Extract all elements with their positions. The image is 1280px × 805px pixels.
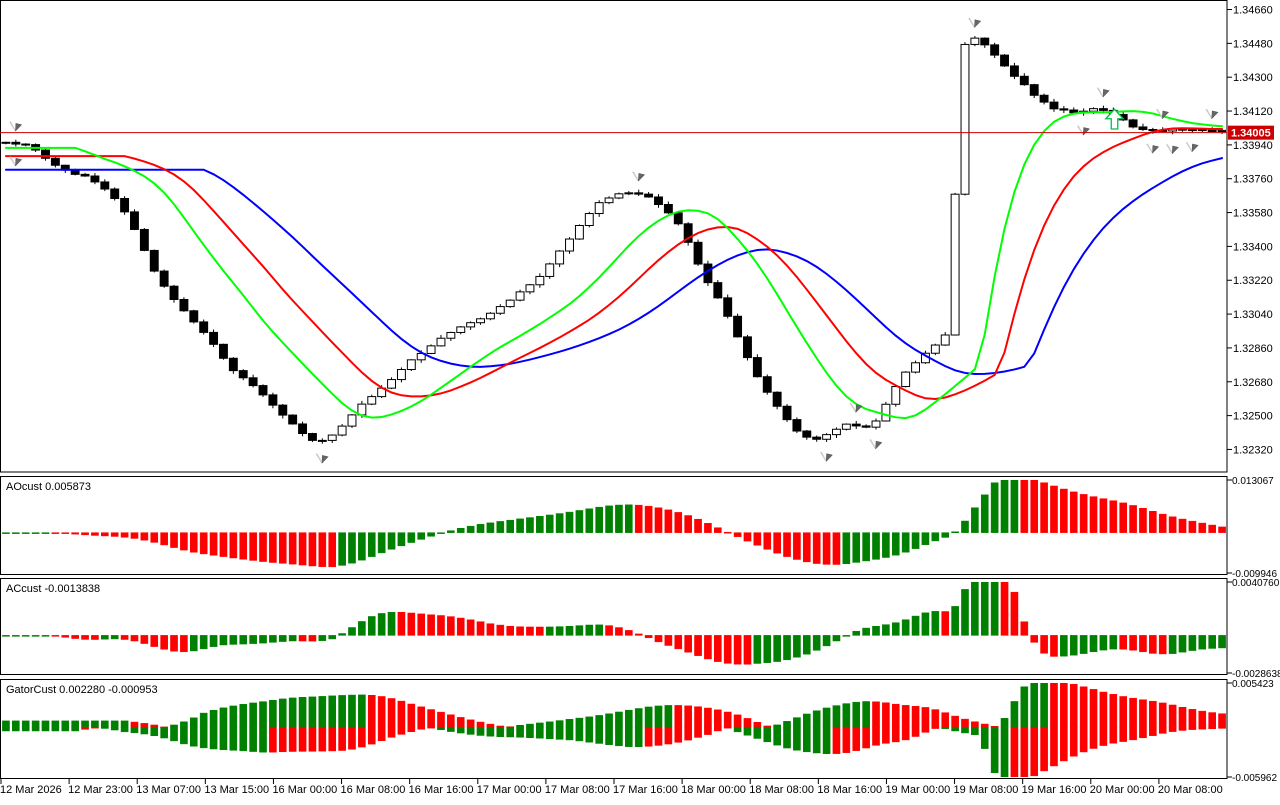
svg-text:1.32680: 1.32680 <box>1233 377 1273 389</box>
svg-text:17 Mar 16:00: 17 Mar 16:00 <box>613 784 678 796</box>
svg-text:13 Mar 07:00: 13 Mar 07:00 <box>136 784 201 796</box>
svg-text:13 Mar 15:00: 13 Mar 15:00 <box>204 784 269 796</box>
svg-text:1.33220: 1.33220 <box>1233 275 1273 287</box>
svg-text:1.33940: 1.33940 <box>1233 140 1273 152</box>
svg-text:19 Mar 00:00: 19 Mar 00:00 <box>885 784 950 796</box>
svg-text:0.0040760: 0.0040760 <box>1232 578 1280 589</box>
svg-text:-0.005962: -0.005962 <box>1232 773 1277 784</box>
svg-text:0.013067: 0.013067 <box>1232 476 1274 487</box>
svg-text:19 Mar 16:00: 19 Mar 16:00 <box>1022 784 1087 796</box>
svg-text:1.34300: 1.34300 <box>1233 72 1273 84</box>
svg-text:1.32320: 1.32320 <box>1233 444 1273 456</box>
svg-text:1.32500: 1.32500 <box>1233 411 1273 423</box>
svg-text:0.005423: 0.005423 <box>1232 679 1274 690</box>
svg-text:12 Mar 2026: 12 Mar 2026 <box>0 784 62 796</box>
svg-text:1.34480: 1.34480 <box>1233 38 1273 50</box>
svg-text:18 Mar 16:00: 18 Mar 16:00 <box>817 784 882 796</box>
svg-text:AOcust 0.005873: AOcust 0.005873 <box>6 481 91 493</box>
svg-text:20 Mar 08:00: 20 Mar 08:00 <box>1158 784 1223 796</box>
svg-text:ACcust -0.0013838: ACcust -0.0013838 <box>6 583 100 595</box>
svg-text:16 Mar 00:00: 16 Mar 00:00 <box>272 784 337 796</box>
svg-text:17 Mar 08:00: 17 Mar 08:00 <box>545 784 610 796</box>
svg-text:12 Mar 23:00: 12 Mar 23:00 <box>68 784 133 796</box>
svg-text:1.34120: 1.34120 <box>1233 106 1273 118</box>
svg-text:16 Mar 08:00: 16 Mar 08:00 <box>341 784 406 796</box>
svg-text:18 Mar 00:00: 18 Mar 00:00 <box>681 784 746 796</box>
svg-text:18 Mar 08:00: 18 Mar 08:00 <box>749 784 814 796</box>
svg-text:1.33400: 1.33400 <box>1233 241 1273 253</box>
svg-text:19 Mar 08:00: 19 Mar 08:00 <box>954 784 1019 796</box>
svg-text:GatorCust 0.002280 -0.000953: GatorCust 0.002280 -0.000953 <box>6 684 158 696</box>
svg-text:1.34660: 1.34660 <box>1233 5 1273 17</box>
svg-text:16 Mar 16:00: 16 Mar 16:00 <box>409 784 474 796</box>
svg-text:1.33040: 1.33040 <box>1233 309 1273 321</box>
svg-text:1.33760: 1.33760 <box>1233 174 1273 186</box>
svg-text:20 Mar 00:00: 20 Mar 00:00 <box>1090 784 1155 796</box>
svg-text:17 Mar 00:00: 17 Mar 00:00 <box>477 784 542 796</box>
svg-text:1.32860: 1.32860 <box>1233 343 1273 355</box>
svg-text:1.33580: 1.33580 <box>1233 208 1273 220</box>
svg-text:1.34005: 1.34005 <box>1231 128 1271 140</box>
